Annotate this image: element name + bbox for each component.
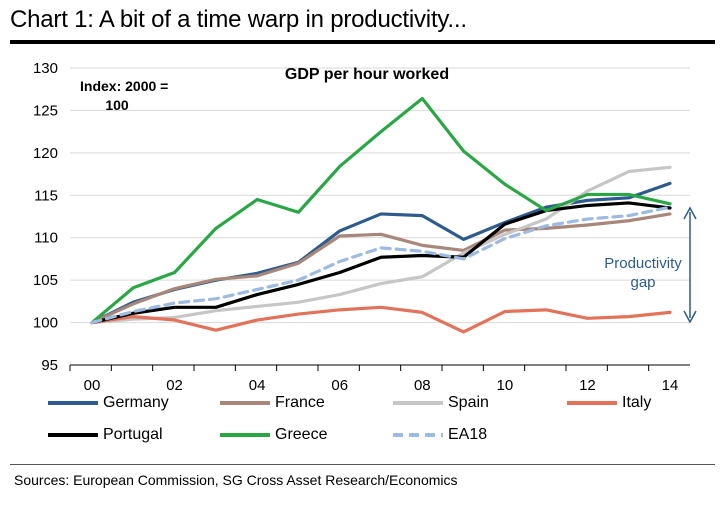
- index-note-line2: 100: [105, 97, 129, 113]
- y-tick-labels: 95 100 105 110 115 120 125 130: [33, 60, 58, 374]
- legend-label-ea18: EA18: [448, 426, 488, 443]
- chart-title: Chart 1: A bit of a time warp in product…: [10, 6, 467, 33]
- legend-label-portugal: Portugal: [103, 426, 163, 443]
- y-tick-label: 100: [33, 315, 58, 332]
- y-tick-label: 120: [33, 145, 58, 162]
- series-line-italy: [90, 305, 672, 334]
- legend-label-italy: Italy: [622, 394, 652, 411]
- y-tick-label: 95: [41, 357, 58, 374]
- legend-label-greece: Greece: [275, 426, 328, 443]
- legend-label-spain: Spain: [448, 394, 489, 411]
- productivity-gap-arrow: [683, 206, 697, 324]
- x-tick-label: 00: [84, 377, 101, 394]
- x-tick-label: 06: [331, 377, 348, 394]
- productivity-gap-label-line2: gap: [630, 274, 655, 291]
- legend-label-france: France: [275, 394, 325, 411]
- series-line-ea18: [90, 205, 672, 325]
- x-tick-label: 10: [497, 377, 514, 394]
- y-tick-label: 105: [33, 272, 58, 289]
- x-tick-label: 08: [414, 377, 431, 394]
- line-chart: 95 100 105 110 115 120 125 130 00 02 04 06 08 10 12 14…: [33, 60, 697, 394]
- y-tick-label: 130: [33, 60, 58, 77]
- legend-label-germany: Germany: [103, 394, 169, 411]
- index-note-line1: Index: 2000 =: [80, 78, 168, 94]
- x-tick-label: 14: [662, 377, 679, 394]
- x-axis: 00 02 04 06 08 10 12 14: [69, 364, 690, 394]
- y-tick-label: 125: [33, 102, 58, 119]
- x-tick-label: 02: [166, 377, 183, 394]
- y-tick-label: 110: [34, 230, 58, 247]
- series-line-spain: [90, 165, 672, 325]
- title-rule: [10, 40, 715, 44]
- x-tick-label: 04: [249, 377, 266, 394]
- series-line-portugal: [90, 201, 672, 325]
- series-line-greece: [90, 96, 672, 325]
- gridlines: [70, 67, 690, 324]
- y-tick-label: 115: [34, 187, 58, 204]
- source-note: Sources: European Commission, SG Cross A…: [14, 472, 458, 488]
- chart-subtitle: GDP per hour worked: [285, 66, 449, 83]
- series-line-france: [90, 212, 672, 325]
- series-lines: [90, 96, 672, 334]
- x-tick-label: 12: [579, 377, 596, 394]
- productivity-gap-label-line1: Productivity: [604, 255, 682, 272]
- source-rule: [10, 464, 715, 465]
